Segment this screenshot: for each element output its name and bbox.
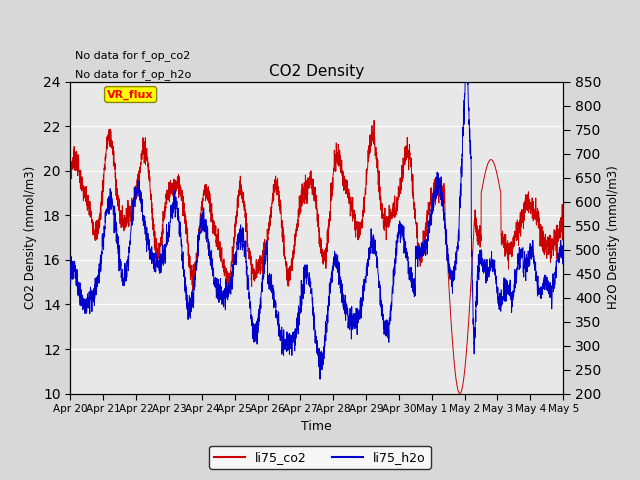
Y-axis label: H2O Density (mmol/m3): H2O Density (mmol/m3) <box>607 166 620 310</box>
Text: No data for f_op_co2: No data for f_op_co2 <box>76 50 191 61</box>
Text: No data for f_op_h2o: No data for f_op_h2o <box>76 69 191 80</box>
Legend: li75_co2, li75_h2o: li75_co2, li75_h2o <box>209 446 431 469</box>
Y-axis label: CO2 Density (mmol/m3): CO2 Density (mmol/m3) <box>24 166 37 309</box>
X-axis label: Time: Time <box>301 420 332 432</box>
Title: CO2 Density: CO2 Density <box>269 64 364 79</box>
Text: VR_flux: VR_flux <box>108 89 154 100</box>
